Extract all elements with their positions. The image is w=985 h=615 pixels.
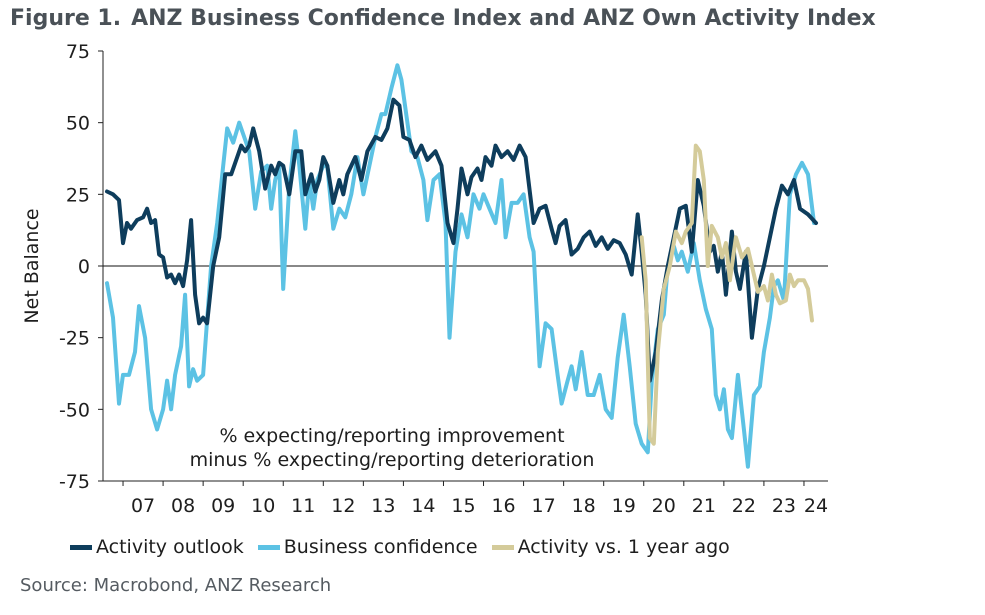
x-tick-label: 12 — [331, 495, 355, 517]
source-note: Source: Macrobond, ANZ Research — [20, 575, 332, 596]
x-tick-label: 23 — [772, 495, 796, 517]
x-tick-label: 17 — [532, 495, 556, 517]
legend-label: Business confidence — [283, 536, 478, 558]
legend-swatch — [70, 544, 92, 550]
series-line-business-confidence — [105, 63, 816, 469]
legend-label: Activity outlook — [96, 536, 244, 558]
legend-item-activity-vs-year-ago: Activity vs. 1 year ago — [491, 536, 730, 558]
legend-swatch — [257, 544, 280, 550]
x-tick-label: 19 — [612, 495, 636, 517]
y-tick-label: 25 — [66, 184, 90, 206]
x-tick-label: 16 — [491, 495, 515, 517]
x-tick-label: 09 — [211, 495, 235, 517]
y-tick-label: -25 — [59, 328, 90, 350]
x-tick-label: 24 — [804, 495, 828, 517]
x-tick-label: 15 — [451, 495, 475, 517]
x-tick-label: 22 — [732, 495, 756, 517]
annotation-line: minus % expecting/reporting deterioratio… — [190, 449, 595, 471]
x-tick-label: 20 — [652, 495, 676, 517]
y-tick-label: 50 — [66, 113, 90, 135]
y-tick-label: 75 — [66, 41, 90, 63]
legend-label: Activity vs. 1 year ago — [517, 536, 730, 558]
legend-item-activity-outlook: Activity outlook — [70, 536, 244, 558]
y-tick-label: 0 — [78, 256, 90, 278]
x-tick-label: 21 — [692, 495, 716, 517]
x-tick-label: 18 — [572, 495, 596, 517]
y-axis-label: Net Balance — [21, 208, 43, 323]
x-tick-label: 07 — [131, 495, 155, 517]
series-line-activity-vs-1-year-ago — [639, 143, 814, 446]
legend-swatch — [491, 544, 514, 550]
figure-number: Figure 1. — [10, 6, 122, 31]
x-tick-label: 14 — [411, 495, 435, 517]
annotation-line: % expecting/reporting improvement — [219, 425, 564, 447]
x-tick-label: 08 — [171, 495, 195, 517]
figure-title-text: ANZ Business Confidence Index and ANZ Ow… — [131, 6, 876, 31]
legend: Activity outlook Business confidence Act… — [70, 536, 744, 558]
x-tick-label: 11 — [291, 495, 315, 517]
x-tick-label: 13 — [371, 495, 395, 517]
x-tick-label: 10 — [251, 495, 275, 517]
series-line-activity-outlook — [105, 97, 818, 383]
y-tick-label: -75 — [59, 471, 90, 493]
legend-item-business-confidence: Business confidence — [257, 536, 478, 558]
y-tick-label: -50 — [59, 399, 90, 421]
chart-title: Figure 1. ANZ Business Confidence Index a… — [10, 6, 876, 31]
